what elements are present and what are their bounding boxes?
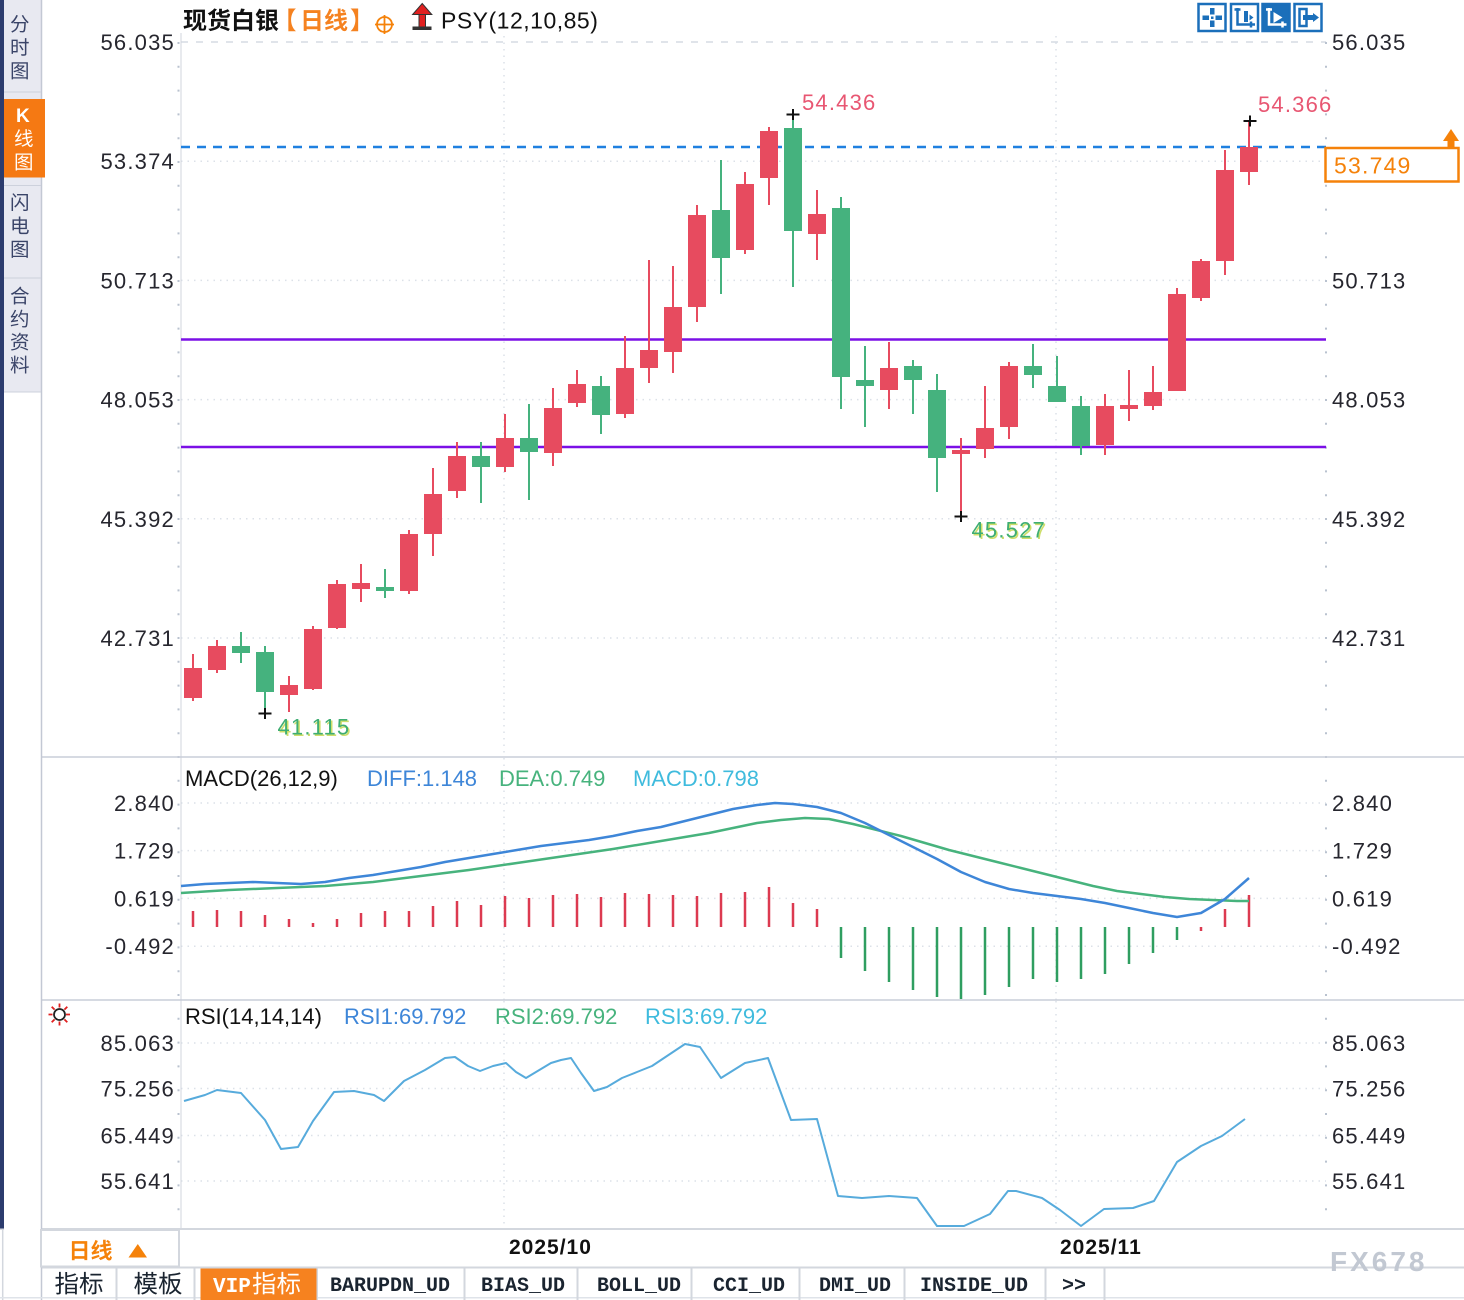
svg-text:48.053: 48.053 xyxy=(1332,388,1407,413)
svg-text:1.729: 1.729 xyxy=(114,839,175,864)
svg-text:55.641: 55.641 xyxy=(101,1169,176,1194)
svg-text:65.449: 65.449 xyxy=(1332,1124,1407,1149)
svg-text:53.749: 53.749 xyxy=(1334,153,1412,179)
svg-text:2.840: 2.840 xyxy=(1332,791,1393,816)
svg-text:MACD:0.798: MACD:0.798 xyxy=(633,766,759,791)
svg-text:DEA:0.749: DEA:0.749 xyxy=(499,766,605,791)
svg-text:K: K xyxy=(16,106,31,127)
svg-text:50.713: 50.713 xyxy=(1332,268,1407,293)
svg-text:42.731: 42.731 xyxy=(101,626,176,651)
svg-text:CCI_UD: CCI_UD xyxy=(713,1275,785,1298)
svg-text:48.053: 48.053 xyxy=(101,388,176,413)
svg-text:45.527: 45.527 xyxy=(972,518,1047,543)
svg-text:PSY(12,10,85): PSY(12,10,85) xyxy=(441,8,598,34)
svg-text:RSI(14,14,14): RSI(14,14,14) xyxy=(185,1004,322,1029)
svg-text:RSI1:69.792: RSI1:69.792 xyxy=(344,1004,466,1029)
svg-text:DMI_UD: DMI_UD xyxy=(819,1275,891,1298)
svg-text:54.366: 54.366 xyxy=(1258,92,1333,117)
svg-text:42.731: 42.731 xyxy=(1332,626,1407,651)
svg-text:-0.492: -0.492 xyxy=(1332,934,1402,959)
svg-text:>>: >> xyxy=(1062,1275,1086,1298)
svg-text:0.619: 0.619 xyxy=(1332,886,1393,911)
svg-text:FX678: FX678 xyxy=(1330,1246,1428,1277)
svg-text:RSI2:69.792: RSI2:69.792 xyxy=(495,1004,617,1029)
svg-text:41.115: 41.115 xyxy=(279,716,352,741)
svg-text:BIAS_UD: BIAS_UD xyxy=(481,1275,565,1298)
svg-text:BOLL_UD: BOLL_UD xyxy=(597,1275,681,1298)
svg-text:2025/11: 2025/11 xyxy=(1060,1236,1142,1259)
svg-text:-0.492: -0.492 xyxy=(105,934,175,959)
svg-text:DIFF:1.148: DIFF:1.148 xyxy=(367,766,477,791)
svg-text:45.392: 45.392 xyxy=(101,507,176,532)
svg-text:50.713: 50.713 xyxy=(101,268,176,293)
svg-text:56.035: 56.035 xyxy=(1332,30,1407,55)
svg-text:55.641: 55.641 xyxy=(1332,1169,1407,1194)
svg-text:45.392: 45.392 xyxy=(1332,507,1407,532)
svg-text:65.449: 65.449 xyxy=(101,1124,176,1149)
svg-text:56.035: 56.035 xyxy=(101,30,176,55)
svg-text:RSI3:69.792: RSI3:69.792 xyxy=(645,1004,767,1029)
svg-text:MACD(26,12,9): MACD(26,12,9) xyxy=(185,766,338,791)
svg-text:85.063: 85.063 xyxy=(101,1031,176,1056)
svg-text:1.729: 1.729 xyxy=(1332,839,1393,864)
svg-text:0.619: 0.619 xyxy=(114,886,175,911)
svg-text:41.115: 41.115 xyxy=(278,715,351,740)
svg-text:85.063: 85.063 xyxy=(1332,1031,1407,1056)
svg-text:2025/10: 2025/10 xyxy=(509,1236,592,1259)
svg-text:54.436: 54.436 xyxy=(802,90,877,115)
svg-text:53.374: 53.374 xyxy=(101,149,176,174)
svg-text:VIP: VIP xyxy=(213,1276,251,1299)
svg-text:45.527: 45.527 xyxy=(973,519,1048,544)
svg-text:75.256: 75.256 xyxy=(1332,1077,1407,1102)
svg-text:2.840: 2.840 xyxy=(114,791,175,816)
svg-text:75.256: 75.256 xyxy=(101,1077,176,1102)
svg-text:INSIDE_UD: INSIDE_UD xyxy=(920,1275,1028,1298)
svg-text:BARUPDN_UD: BARUPDN_UD xyxy=(330,1275,450,1298)
